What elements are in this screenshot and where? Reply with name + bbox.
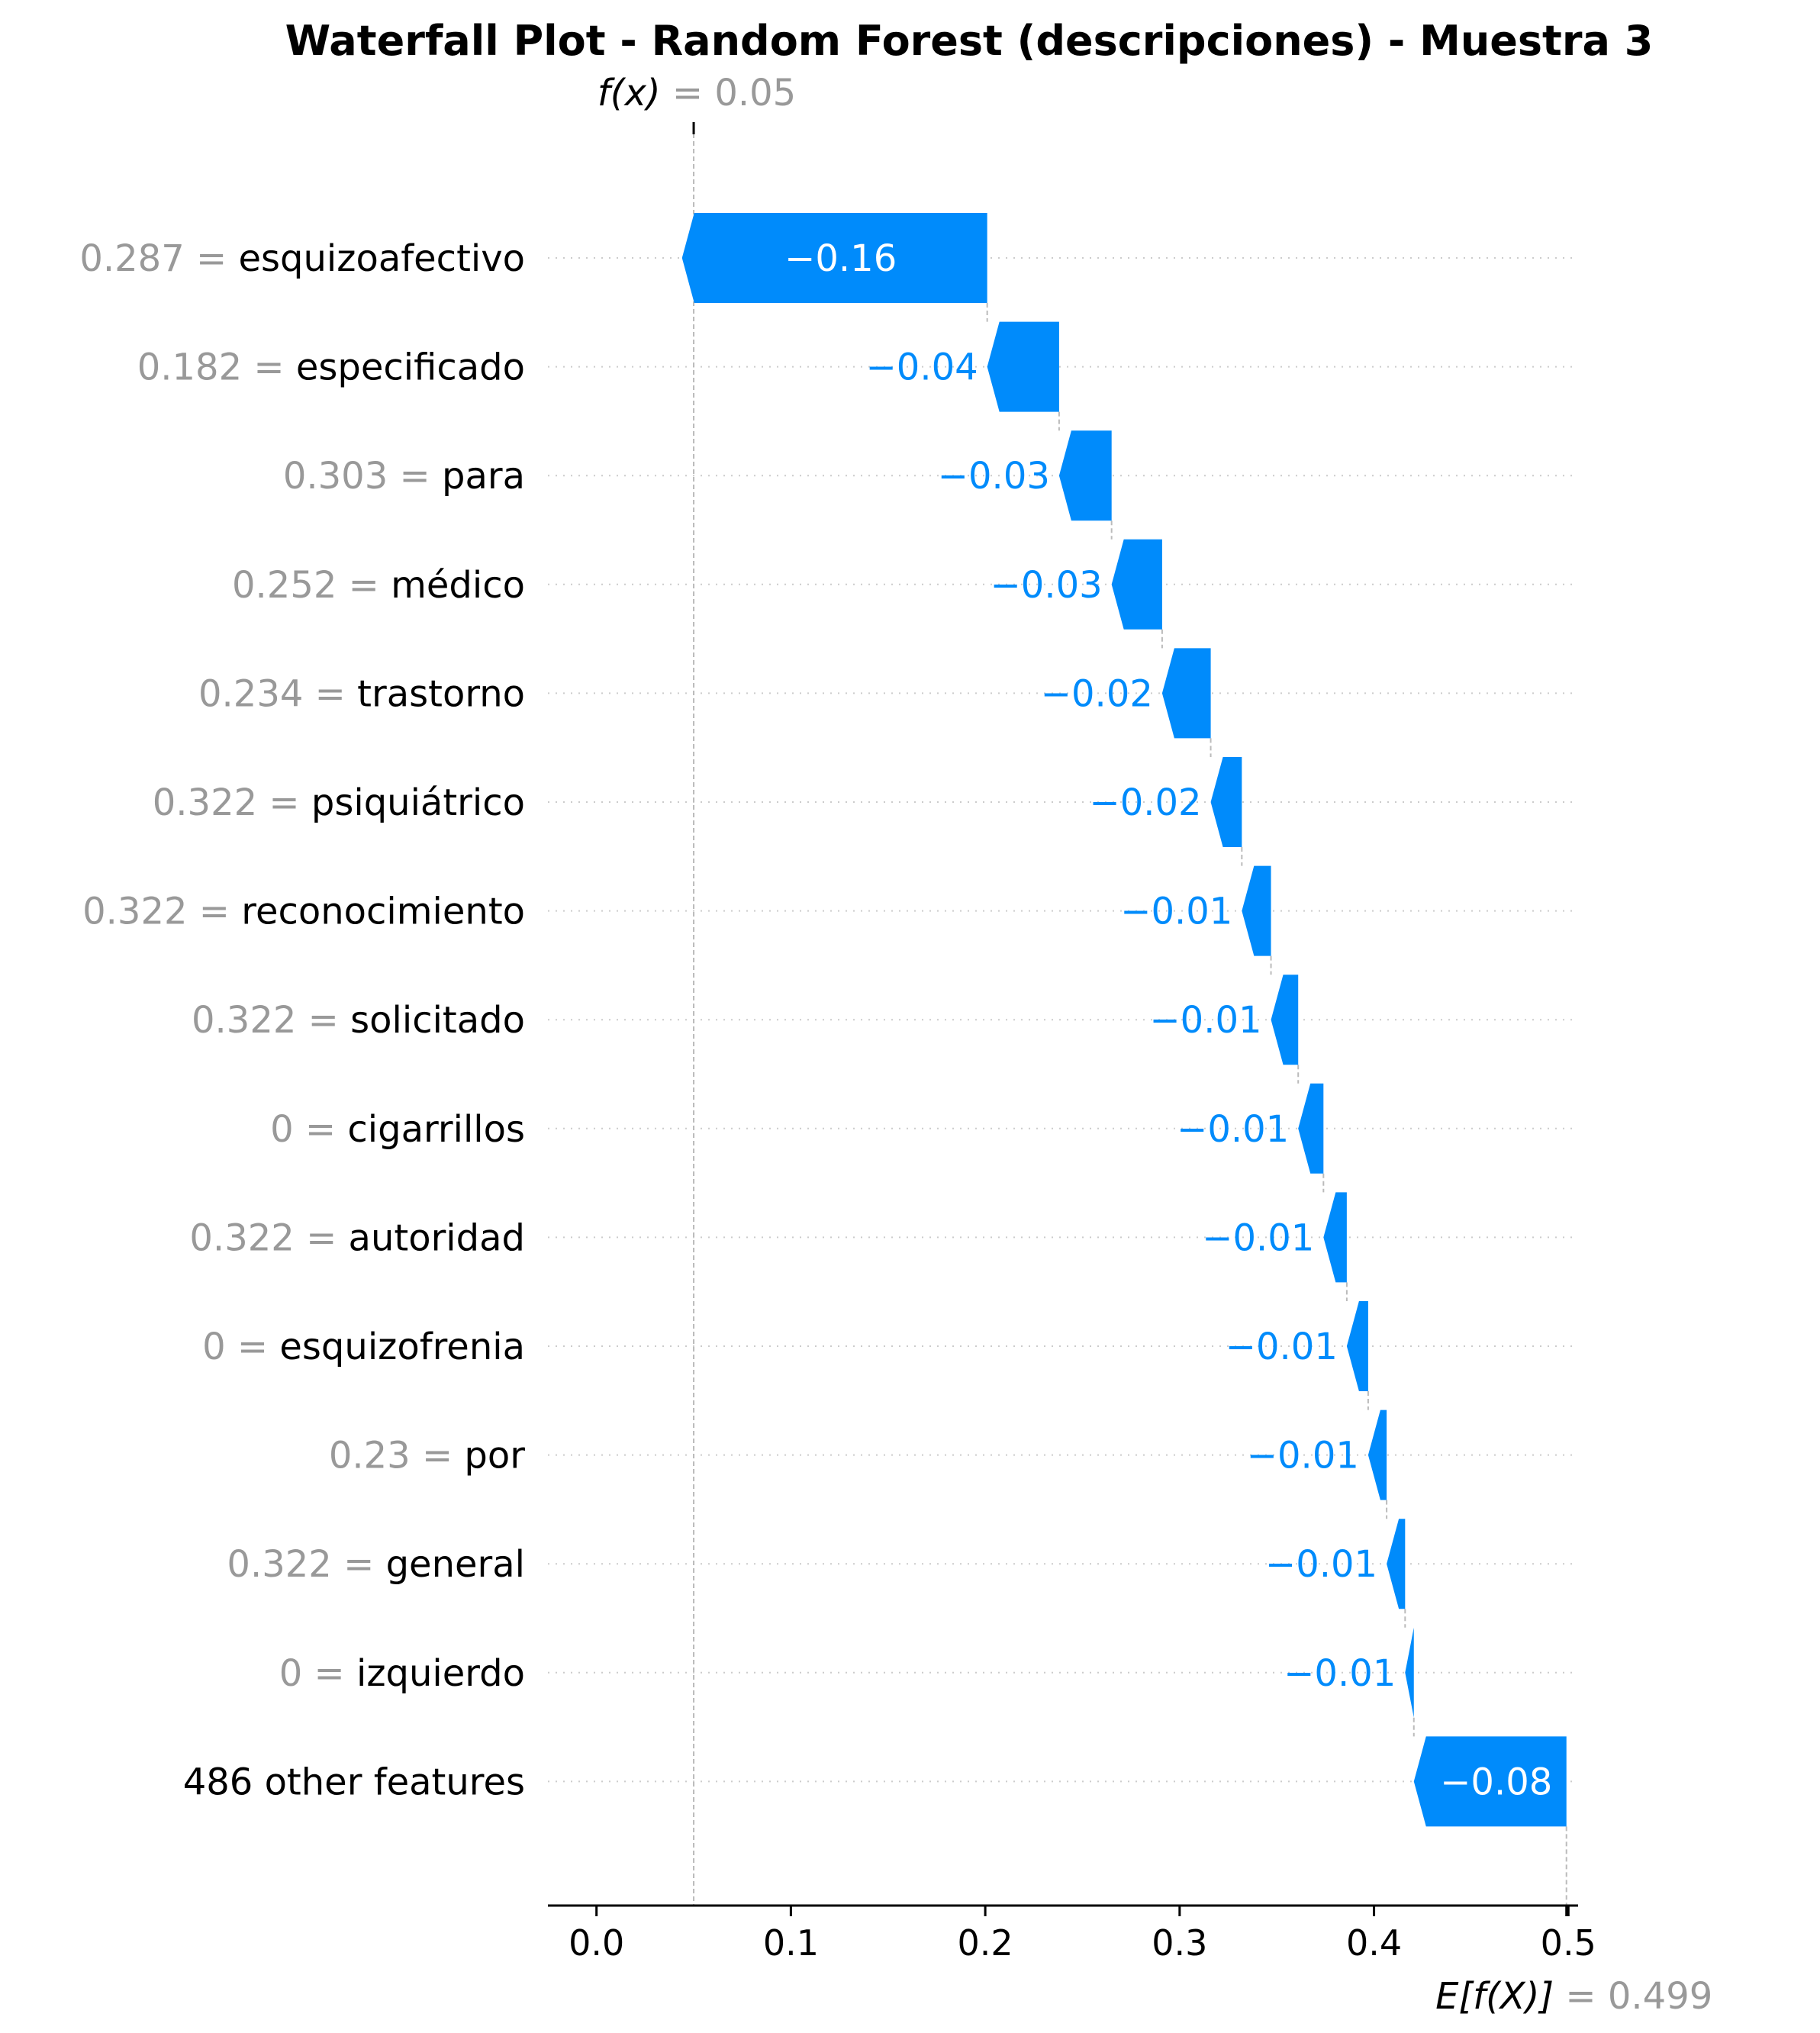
- feature-label: 0 = cigarrillos: [270, 1108, 525, 1151]
- bar-para: [1058, 430, 1112, 521]
- feature-name: autoridad: [349, 1216, 525, 1259]
- fx-label: f(x): [598, 72, 672, 114]
- feature-value: 0 =: [202, 1326, 279, 1368]
- shap-label: −0.08: [1440, 1761, 1552, 1803]
- shap-label: −0.01: [1149, 999, 1261, 1042]
- shap-label: −0.02: [1089, 781, 1201, 824]
- shap-label: −0.16: [784, 237, 897, 280]
- shap-label: −0.01: [1265, 1543, 1377, 1586]
- feature-labels: 0.287 = esquizoafectivo 0.182 = especific…: [79, 237, 525, 1803]
- bar-psiquiátrico: [1210, 757, 1242, 847]
- feature-name: esquizofrenia: [279, 1326, 525, 1368]
- fx-value: = 0.05: [672, 72, 796, 114]
- bar-trastorno: [1161, 648, 1211, 739]
- bar-autoridad: [1323, 1192, 1347, 1283]
- shap-label: −0.03: [938, 455, 1050, 498]
- feature-label: 0.322 = general: [227, 1543, 525, 1586]
- feature-value: 0 =: [279, 1652, 356, 1695]
- annotations: f(x) = 0.05 E[f(X)] = 0.499: [598, 72, 1712, 2018]
- shap-label: −0.03: [991, 564, 1103, 607]
- feature-value: 0.234 =: [198, 672, 357, 715]
- efx-label: E[f(X)]: [1435, 1975, 1565, 2018]
- shap-label: −0.01: [1120, 891, 1232, 933]
- feature-name: general: [386, 1543, 525, 1586]
- feature-value: 0 =: [270, 1108, 347, 1151]
- feature-value: 0.322 =: [189, 1216, 348, 1259]
- feature-label: 0.23 = por: [329, 1435, 525, 1477]
- feature-name: cigarrillos: [347, 1108, 525, 1151]
- feature-name: solicitado: [350, 999, 525, 1042]
- shap-label: −0.01: [1247, 1435, 1359, 1477]
- x-tick-label: 0.3: [1152, 1922, 1207, 1964]
- bar-por: [1367, 1410, 1387, 1500]
- shap-label: −0.01: [1284, 1652, 1396, 1695]
- shap-label: −0.01: [1177, 1108, 1289, 1151]
- bar-izquierdo: [1405, 1627, 1414, 1718]
- x-tick-label: 0.0: [569, 1922, 624, 1964]
- bar-médico: [1111, 539, 1162, 630]
- feature-name: trastorno: [357, 672, 525, 715]
- feature-name: izquierdo: [356, 1652, 525, 1695]
- feature-value: 0.252 =: [232, 564, 391, 607]
- feature-label: 0.287 = esquizoafectivo: [79, 237, 525, 280]
- feature-label: 0.252 = médico: [232, 564, 525, 607]
- feature-label: 0.322 = psiquiátrico: [153, 781, 525, 824]
- x-axis: 0.0 0.1 0.2 0.3 0.4 0.5: [548, 122, 1596, 1964]
- feature-label: 0.322 = solicitado: [192, 999, 525, 1042]
- shap-label: −0.04: [866, 346, 978, 389]
- feature-value: 0.23 =: [329, 1435, 465, 1477]
- efx-annotation: E[f(X)] = 0.499: [1435, 1975, 1712, 2018]
- bar-especificado: [987, 321, 1059, 412]
- feature-name: médico: [391, 564, 525, 607]
- feature-name: psiquiátrico: [311, 781, 525, 824]
- x-tick-label: 0.4: [1346, 1922, 1402, 1964]
- shap-label: −0.01: [1202, 1216, 1314, 1259]
- bar-esquizoafectivo: [681, 213, 987, 303]
- x-tick-label: 0.5: [1541, 1922, 1596, 1964]
- feature-value: 0.303 =: [283, 455, 442, 498]
- x-tick-label: 0.2: [958, 1922, 1013, 1964]
- feature-name: por: [464, 1435, 525, 1477]
- feature-name: esquizoafectivo: [239, 237, 526, 280]
- guide-lines: [693, 126, 1567, 1906]
- bar-general: [1387, 1519, 1406, 1609]
- feature-value: 0.322 =: [192, 999, 350, 1042]
- x-tick-label: 0.1: [763, 1922, 819, 1964]
- efx-value: = 0.499: [1565, 1975, 1712, 2018]
- bars: −0.16 −0.04 −0.03 −0.03 −0.02 −0.02 −0.01 −0.01…: [681, 213, 1567, 1827]
- shap-label: −0.02: [1041, 672, 1153, 715]
- feature-value: 0.322 =: [153, 781, 311, 824]
- chart-title: Waterfall Plot - Random Forest (descripc…: [285, 17, 1654, 65]
- feature-label: 0.182 = especificado: [137, 346, 525, 389]
- feature-label: 0.322 = reconocimiento: [82, 891, 525, 933]
- fx-annotation: f(x) = 0.05: [598, 72, 796, 114]
- bar-solicitado: [1271, 975, 1299, 1065]
- feature-label: 0.303 = para: [283, 455, 525, 498]
- shap-label: −0.01: [1226, 1326, 1338, 1368]
- feature-value: 0.322 =: [227, 1543, 385, 1586]
- bar-reconocimiento: [1242, 865, 1271, 956]
- feature-value: 0.287 =: [79, 237, 238, 280]
- bar-cigarrillos: [1298, 1083, 1324, 1174]
- feature-label: 0 = izquierdo: [279, 1652, 525, 1695]
- feature-label: 0.234 = trastorno: [198, 672, 525, 715]
- bar-esquizofrenia: [1346, 1301, 1368, 1391]
- feature-label: 0 = esquizofrenia: [202, 1326, 525, 1368]
- feature-name: especificado: [296, 346, 525, 389]
- feature-label: 0.322 = autoridad: [189, 1216, 525, 1259]
- feature-name: para: [442, 455, 525, 498]
- feature-name: reconocimiento: [241, 891, 525, 933]
- bar-486-other-features: [1413, 1736, 1567, 1827]
- feature-name: 486 other features: [183, 1761, 525, 1803]
- feature-value: 0.182 =: [137, 346, 296, 389]
- feature-value: 0.322 =: [82, 891, 241, 933]
- feature-label: 486 other features: [183, 1761, 525, 1803]
